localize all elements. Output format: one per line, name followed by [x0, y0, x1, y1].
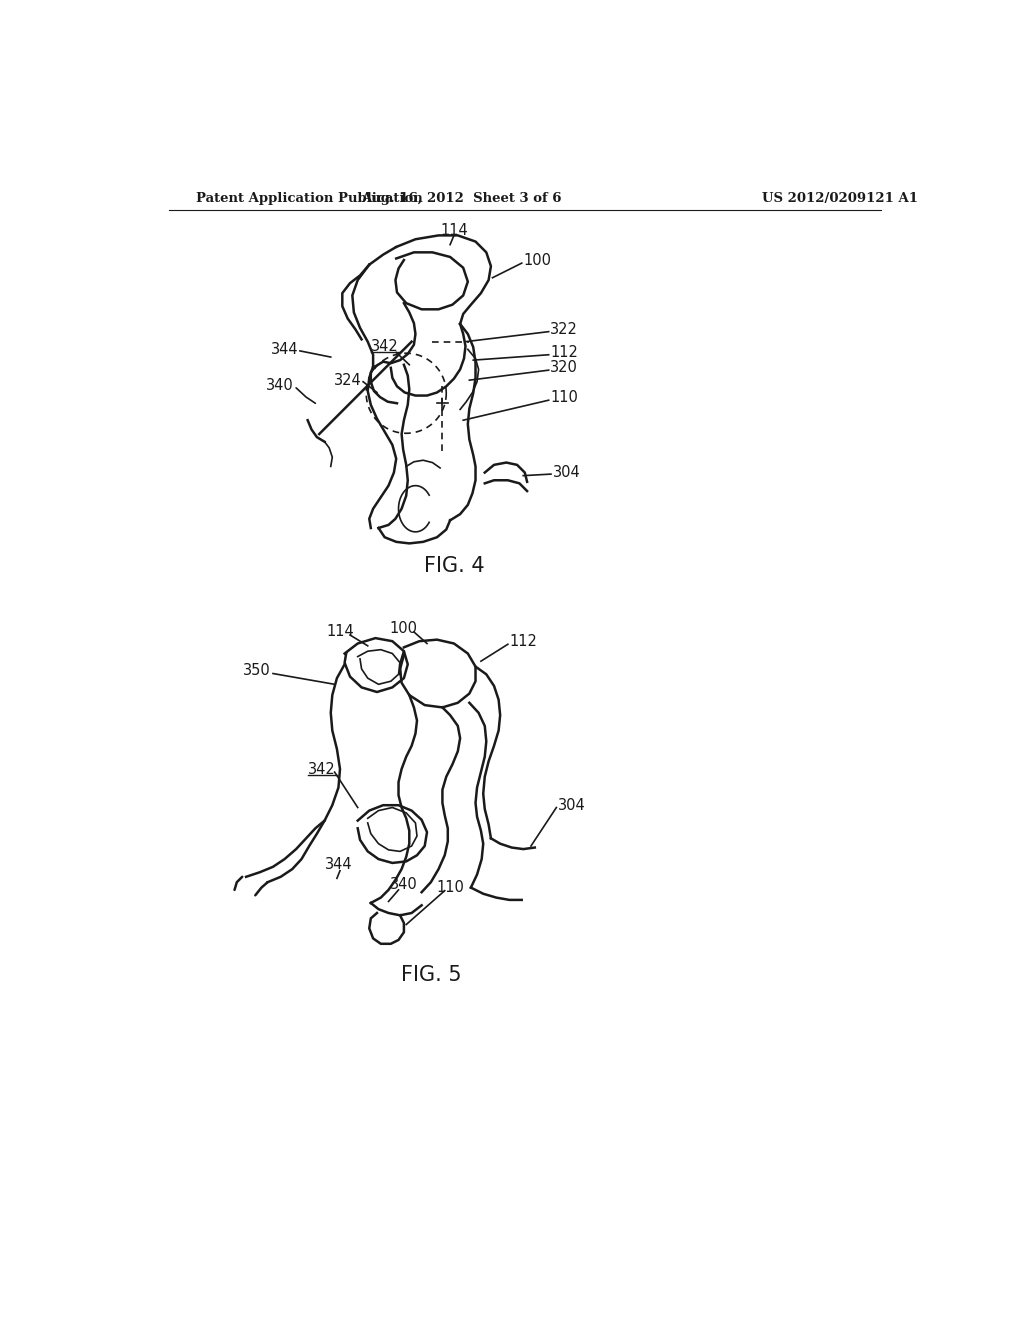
Text: 340: 340 — [266, 378, 294, 393]
Text: FIG. 4: FIG. 4 — [424, 557, 484, 577]
Text: 112: 112 — [509, 634, 538, 648]
Text: 304: 304 — [558, 797, 586, 813]
Text: FIG. 5: FIG. 5 — [400, 965, 461, 985]
Text: Aug. 16, 2012  Sheet 3 of 6: Aug. 16, 2012 Sheet 3 of 6 — [361, 191, 562, 205]
Text: 100: 100 — [523, 252, 551, 268]
Text: 324: 324 — [334, 372, 361, 388]
Text: 114: 114 — [440, 223, 468, 238]
Text: 110: 110 — [550, 389, 579, 405]
Text: Patent Application Publication: Patent Application Publication — [196, 191, 423, 205]
Text: 344: 344 — [325, 857, 352, 873]
Text: 100: 100 — [390, 620, 418, 636]
Text: US 2012/0209121 A1: US 2012/0209121 A1 — [762, 191, 918, 205]
Text: 350: 350 — [243, 663, 270, 678]
Text: 304: 304 — [553, 465, 581, 480]
Text: 344: 344 — [270, 342, 298, 356]
Text: 114: 114 — [326, 624, 354, 639]
Text: 322: 322 — [550, 322, 579, 337]
Text: 320: 320 — [550, 360, 579, 375]
Text: 340: 340 — [390, 876, 418, 892]
Text: 110: 110 — [436, 880, 464, 895]
Text: 342: 342 — [307, 762, 336, 776]
Text: 342: 342 — [371, 339, 398, 354]
Text: 112: 112 — [550, 345, 579, 360]
